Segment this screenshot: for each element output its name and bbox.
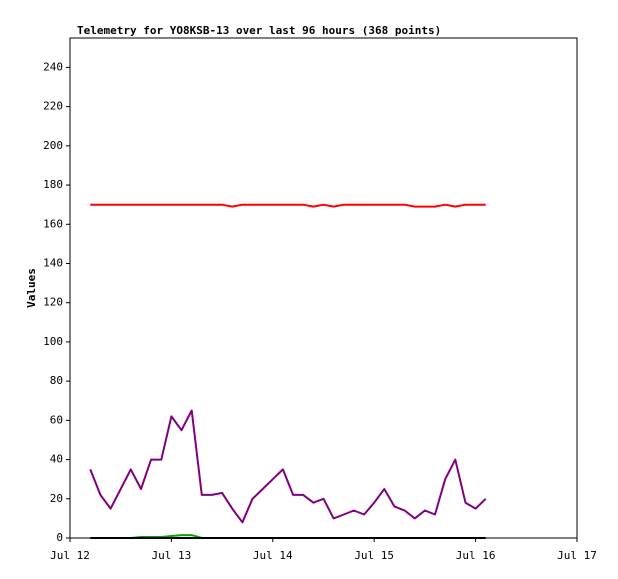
x-tick-label: Jul 14 bbox=[253, 549, 293, 562]
chart-title: Telemetry for YO8KSB-13 over last 96 hou… bbox=[77, 24, 441, 37]
x-tick-label: Jul 15 bbox=[354, 549, 394, 562]
y-tick-label: 220 bbox=[43, 100, 63, 113]
series-line bbox=[90, 203, 486, 208]
plot-frame bbox=[69, 37, 578, 539]
y-axis-label: Values bbox=[25, 268, 38, 308]
y-tick-label: 60 bbox=[50, 413, 63, 426]
y-tick-label: 20 bbox=[50, 492, 63, 505]
x-tick-label: Jul 12 bbox=[50, 549, 90, 562]
x-tick-label: Jul 16 bbox=[456, 549, 496, 562]
y-tick-label: 200 bbox=[43, 139, 63, 152]
y-tick-label: 80 bbox=[50, 374, 63, 387]
x-tick-label: Jul 17 bbox=[557, 549, 597, 562]
y-tick-label: 140 bbox=[43, 256, 63, 269]
y-tick-label: 40 bbox=[50, 453, 63, 466]
y-tick-label: 100 bbox=[43, 335, 63, 348]
x-tick-label: Jul 13 bbox=[152, 549, 192, 562]
y-tick-label: 240 bbox=[43, 60, 63, 73]
y-tick-label: 120 bbox=[43, 296, 63, 309]
y-tick-label: 180 bbox=[43, 178, 63, 191]
series-line bbox=[89, 409, 487, 524]
y-tick-label: 160 bbox=[43, 217, 63, 230]
y-tick-label: 0 bbox=[56, 531, 63, 544]
